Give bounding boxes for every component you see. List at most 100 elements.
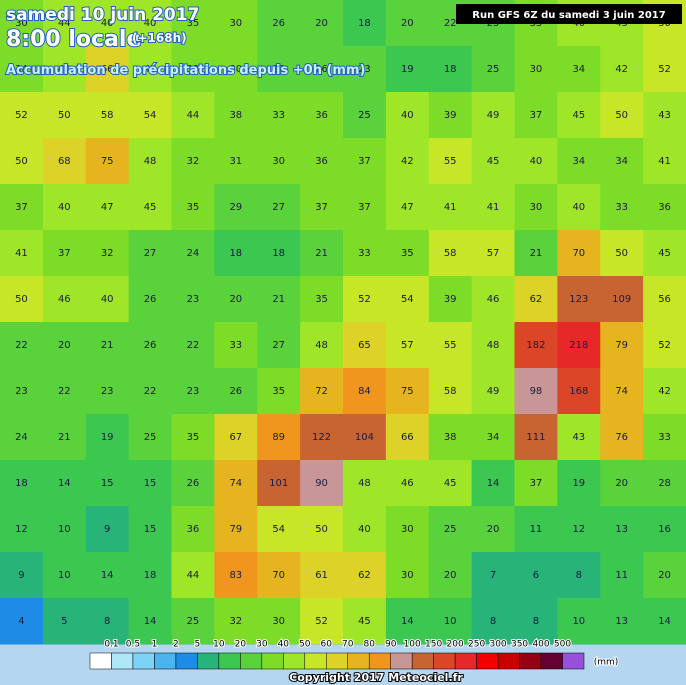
legend-label: 300 xyxy=(489,640,506,650)
precip-value: 4 xyxy=(18,616,24,627)
precip-value: 14 xyxy=(658,616,671,627)
precip-cell xyxy=(128,506,172,553)
precip-value: 23 xyxy=(358,64,371,75)
precip-cell xyxy=(600,368,644,415)
precip-cell xyxy=(42,46,87,93)
precip-value: 104 xyxy=(355,432,374,443)
precip-value: 43 xyxy=(658,110,671,121)
precip-value: 50 xyxy=(315,524,328,535)
precip-value: 30 xyxy=(272,616,285,627)
precip-cell xyxy=(128,46,172,93)
precip-cell xyxy=(428,414,473,461)
precip-value: 20 xyxy=(615,478,628,489)
precip-cell xyxy=(0,598,44,645)
precip-value: 34 xyxy=(572,64,585,75)
precip-cell xyxy=(428,184,473,231)
precip-value: 168 xyxy=(569,386,588,397)
legend-swatch xyxy=(540,652,563,670)
precip-value: 44 xyxy=(187,570,200,581)
precip-cell xyxy=(0,46,44,93)
precip-value: 70 xyxy=(572,248,585,259)
precip-value: 30 xyxy=(15,18,28,29)
precip-cell xyxy=(257,230,301,277)
precip-cell xyxy=(171,598,215,645)
local-time: 8:00 locale xyxy=(6,27,141,52)
precip-value: 12 xyxy=(572,524,585,535)
precip-value: 46 xyxy=(401,478,414,489)
legend-swatch xyxy=(89,652,112,670)
precip-value: 30 xyxy=(401,524,414,535)
precip-cell xyxy=(128,598,172,645)
legend-label: 20 xyxy=(235,640,247,650)
precip-cell xyxy=(471,552,515,599)
precip-value: 15 xyxy=(144,524,157,535)
precip-cell xyxy=(85,460,130,507)
precip-value: 36 xyxy=(315,156,328,167)
precip-value: 24 xyxy=(15,432,28,443)
precip-cell xyxy=(600,506,644,553)
precip-value: 35 xyxy=(187,18,200,29)
precip-value: 14 xyxy=(101,570,114,581)
precip-cell xyxy=(171,414,215,461)
precip-value: 122 xyxy=(312,432,331,443)
precip-value: 12 xyxy=(15,524,28,535)
precip-value: 47 xyxy=(101,202,114,213)
precip-cell xyxy=(385,414,430,461)
precip-value: 45 xyxy=(658,248,671,259)
precip-value: 66 xyxy=(101,64,114,75)
precip-cell xyxy=(171,184,215,231)
precip-value: 57 xyxy=(401,340,414,351)
precip-value: 43 xyxy=(572,432,585,443)
precip-cell xyxy=(600,184,644,231)
precip-cell xyxy=(343,368,387,415)
precip-cell xyxy=(0,276,44,323)
legend-label: 1 xyxy=(152,640,158,650)
precip-cell xyxy=(343,552,387,599)
precip-cell xyxy=(300,184,344,231)
precip-value: 45 xyxy=(144,202,157,213)
legend-swatch xyxy=(175,652,198,670)
precip-value: 38 xyxy=(229,110,242,121)
precip-cell xyxy=(300,92,344,139)
precip-cell xyxy=(557,460,601,507)
precip-value: 90 xyxy=(315,478,328,489)
precip-value: 22 xyxy=(15,340,28,351)
precip-value: 37 xyxy=(530,478,543,489)
precip-cell xyxy=(471,322,515,369)
precip-cell xyxy=(128,322,172,369)
precip-value: 45 xyxy=(487,156,500,167)
precip-value: 218 xyxy=(569,340,588,351)
precip-value: 35 xyxy=(187,202,200,213)
precip-value: 111 xyxy=(526,432,545,443)
precip-value: 52 xyxy=(15,110,28,121)
precip-cell xyxy=(557,322,601,369)
precip-value: 30 xyxy=(401,570,414,581)
precip-cell xyxy=(514,598,558,645)
precip-value: 41 xyxy=(487,202,500,213)
precip-cell xyxy=(214,230,258,277)
precip-cell xyxy=(214,184,258,231)
legend-swatch xyxy=(497,652,520,670)
precip-cell xyxy=(557,230,601,277)
precip-value: 20 xyxy=(658,570,671,581)
precip-cell xyxy=(85,598,130,645)
precip-cell xyxy=(257,138,301,185)
precip-value: 45 xyxy=(444,478,457,489)
precip-value: 34 xyxy=(572,156,585,167)
precip-cell xyxy=(128,184,172,231)
legend-label: 400 xyxy=(532,640,549,650)
precip-value: 40 xyxy=(530,156,543,167)
legend-swatch xyxy=(240,652,263,670)
precip-cell xyxy=(42,276,87,323)
precip-cell xyxy=(428,506,473,553)
precip-cell xyxy=(300,506,344,553)
precip-value: 33 xyxy=(615,202,628,213)
precip-cell xyxy=(85,46,130,93)
legend-label: 2 xyxy=(173,640,179,650)
precip-value: 10 xyxy=(444,616,457,627)
precip-cell xyxy=(471,184,515,231)
precip-value: 40 xyxy=(144,18,157,29)
precip-value: 26 xyxy=(144,340,157,351)
precip-cell xyxy=(600,460,644,507)
precip-value: 37 xyxy=(15,202,28,213)
